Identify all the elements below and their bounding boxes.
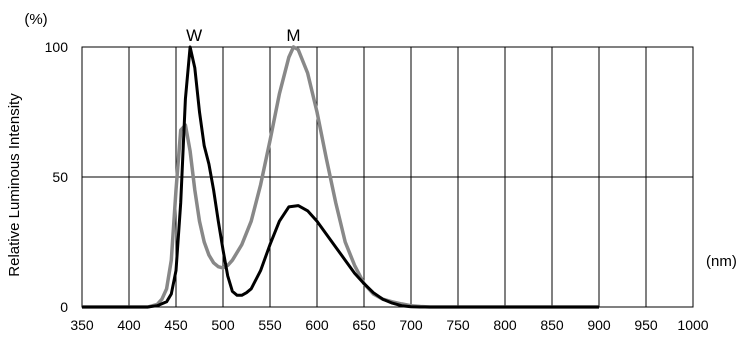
x-axis-label: (nm) — [706, 253, 737, 270]
x-tick-label: 350 — [70, 317, 94, 333]
x-tick-label: 850 — [540, 317, 564, 333]
x-tick-label: 400 — [117, 317, 141, 333]
x-tick-label: 800 — [493, 317, 517, 333]
x-tick-label: 950 — [634, 317, 658, 333]
series-label-m: M — [286, 26, 300, 45]
x-tick-label: 500 — [211, 317, 235, 333]
x-tick-label: 1000 — [677, 317, 708, 333]
y-tick-label: 100 — [45, 39, 69, 55]
x-tick-label: 750 — [446, 317, 470, 333]
grid — [82, 47, 693, 307]
x-tick-labels: 350 400 450 500 550 600 650 700 750 800 850 900 950 1… — [70, 317, 708, 333]
x-tick-label: 900 — [587, 317, 611, 333]
series-label-w: W — [186, 26, 202, 45]
y-axis-label: Relative Luminous Intensity — [6, 93, 23, 277]
x-tick-label: 550 — [258, 317, 282, 333]
series-line-w — [82, 45, 599, 309]
x-tick-label: 450 — [164, 317, 188, 333]
y-tick-labels: 0 50 100 — [45, 39, 69, 315]
y-axis-unit: (%) — [24, 11, 47, 28]
y-tick-label: 0 — [60, 299, 68, 315]
x-tick-label: 700 — [399, 317, 423, 333]
x-tick-label: 600 — [305, 317, 329, 333]
series-group — [82, 45, 599, 309]
x-tick-label: 650 — [352, 317, 376, 333]
y-tick-label: 50 — [52, 169, 68, 185]
